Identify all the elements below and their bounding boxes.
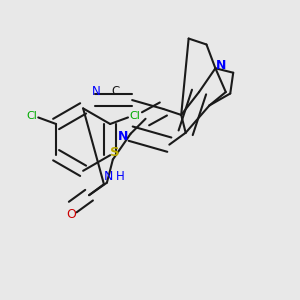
Text: N: N [216,59,226,72]
Text: Cl: Cl [26,111,37,121]
Text: N: N [104,170,113,183]
Text: N: N [92,85,101,98]
Text: Cl: Cl [130,111,140,121]
Text: N: N [118,130,128,143]
Text: C: C [112,85,120,98]
Text: S: S [110,146,119,160]
Text: O: O [66,208,76,221]
Text: H: H [116,170,125,183]
